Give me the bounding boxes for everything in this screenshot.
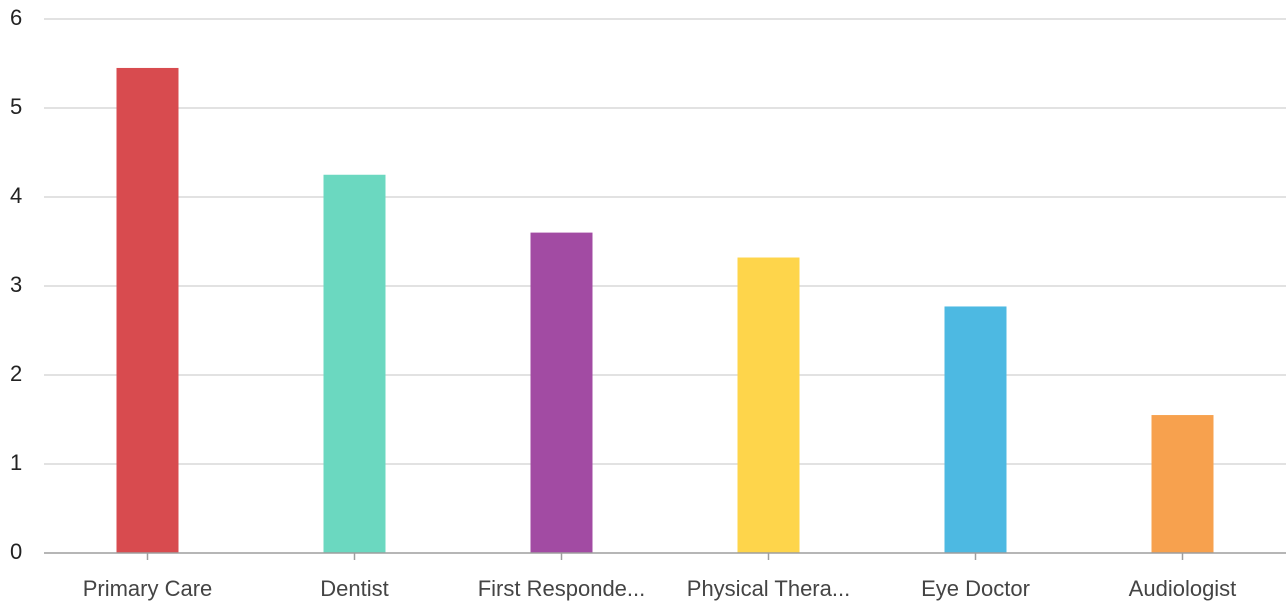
x-tick-label: Primary Care [83, 576, 213, 601]
x-axis-tick-labels: Primary Care Dentist First Responde... Phys… [83, 576, 1237, 601]
x-axis-ticks [146, 553, 1184, 560]
y-tick-label: 2 [10, 361, 22, 386]
x-tick-label: Eye Doctor [921, 576, 1030, 601]
x-tick-label: Physical Thera... [687, 576, 850, 601]
y-tick-label: 6 [10, 5, 22, 30]
bars [116, 67, 1214, 553]
bar [944, 306, 1007, 553]
bar [737, 257, 800, 553]
bar [530, 232, 593, 553]
y-tick-label: 4 [10, 183, 22, 208]
x-tick-label: Audiologist [1129, 576, 1237, 601]
bar [323, 174, 386, 553]
y-tick-label: 3 [10, 272, 22, 297]
grid-lines [44, 18, 1286, 465]
bar [1151, 415, 1214, 553]
y-tick-label: 1 [10, 450, 22, 475]
y-tick-label: 0 [10, 539, 22, 564]
y-tick-label: 5 [10, 94, 22, 119]
x-tick-label: First Responde... [478, 576, 646, 601]
y-axis-tick-labels: 0 1 2 3 4 5 6 [10, 5, 22, 564]
x-tick-label: Dentist [320, 576, 388, 601]
bar [116, 67, 179, 553]
